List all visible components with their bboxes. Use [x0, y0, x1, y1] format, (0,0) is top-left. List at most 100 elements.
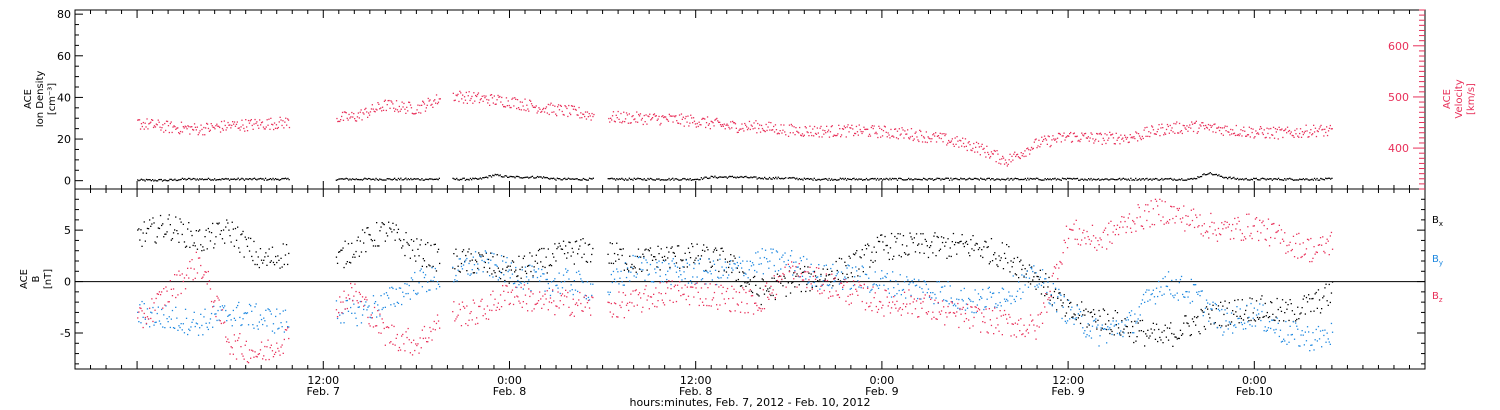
bx-point: [208, 231, 211, 233]
velocity-point: [565, 106, 567, 108]
bz-point: [459, 308, 461, 311]
density-point: [783, 177, 786, 180]
velocity-point: [485, 95, 487, 97]
bx-point: [703, 244, 705, 246]
density-point: [435, 178, 437, 180]
density-point: [260, 177, 262, 180]
bx-point: [280, 257, 282, 259]
velocity-point: [525, 109, 527, 112]
bx-point: [541, 247, 543, 250]
density-point: [963, 178, 966, 180]
velocity-point: [580, 112, 582, 114]
bx-point: [706, 246, 708, 248]
velocity-point: [1276, 128, 1278, 131]
velocity-point: [692, 117, 695, 119]
by-point: [235, 306, 238, 309]
bx-point: [1278, 320, 1280, 322]
velocity-point: [993, 149, 995, 152]
bx-point: [242, 230, 244, 233]
density-point: [521, 177, 524, 179]
by-point: [1114, 324, 1116, 326]
bx-point: [439, 262, 441, 265]
velocity-point: [224, 124, 226, 127]
bx-point: [1300, 312, 1302, 314]
bx-point: [1187, 322, 1189, 325]
density-point: [1158, 179, 1160, 181]
velocity-point: [691, 117, 693, 119]
by-point: [1021, 274, 1023, 276]
density-point: [642, 179, 644, 181]
velocity-point: [767, 126, 769, 128]
by-point: [1062, 306, 1064, 308]
bx-point: [1235, 311, 1237, 313]
by-point: [404, 283, 406, 285]
bx-point: [691, 243, 693, 245]
bx-point: [755, 284, 757, 286]
velocity-point: [968, 141, 970, 143]
by-point: [402, 291, 404, 293]
bz-point: [394, 344, 396, 346]
by-point: [991, 292, 994, 295]
bx-point: [414, 255, 416, 257]
density-point: [1205, 174, 1208, 176]
by-point: [483, 260, 485, 263]
density-point: [480, 178, 483, 180]
bx-point: [782, 285, 784, 287]
velocity-point: [1160, 127, 1162, 129]
density-point: [956, 178, 958, 180]
velocity-point: [510, 106, 512, 109]
bz-point: [409, 352, 411, 354]
bx-point: [237, 226, 239, 228]
by-point: [431, 266, 433, 269]
by-point: [1207, 302, 1209, 304]
bz-point: [370, 314, 372, 316]
velocity-point: [196, 126, 198, 128]
velocity-point: [242, 124, 244, 126]
velocity-point: [284, 121, 286, 123]
by-point: [277, 328, 279, 330]
by-point: [737, 265, 739, 267]
by-point: [972, 301, 974, 303]
density-point: [1173, 178, 1175, 180]
density-point: [1208, 172, 1210, 175]
density-point: [1188, 178, 1190, 180]
by-point: [976, 304, 978, 306]
bx-point: [401, 247, 403, 249]
density-point: [607, 178, 609, 180]
by-point: [455, 274, 457, 277]
velocity-point: [147, 128, 149, 130]
bx-point: [1218, 324, 1221, 327]
by-point: [794, 270, 796, 272]
velocity-point: [152, 119, 154, 121]
bx-point: [395, 224, 397, 226]
density-point: [577, 179, 580, 181]
density-point: [1017, 178, 1019, 180]
velocity-point: [676, 120, 678, 122]
by-point: [226, 320, 228, 322]
by-point: [705, 283, 707, 285]
by-point: [1141, 299, 1144, 301]
density-point: [368, 177, 370, 180]
by-point: [205, 322, 207, 324]
by-point: [528, 279, 530, 281]
density-point: [421, 178, 423, 180]
by-point: [369, 316, 371, 318]
by-point: [1136, 320, 1138, 322]
bx-point: [1317, 289, 1320, 291]
density-point: [436, 178, 438, 180]
by-point: [636, 273, 638, 275]
velocity-point: [367, 116, 369, 118]
velocity-point: [1044, 137, 1047, 140]
bx-point: [983, 246, 985, 248]
bx-point: [625, 263, 628, 265]
density-point: [634, 178, 637, 180]
density-point: [545, 176, 547, 179]
density-point: [396, 179, 398, 181]
by-point: [437, 283, 440, 285]
density-point: [1140, 179, 1142, 181]
bx-point: [784, 277, 786, 279]
bz-point: [518, 300, 520, 302]
bx-point: [407, 243, 409, 245]
bx-point: [1091, 316, 1094, 318]
velocity-point: [1032, 147, 1034, 150]
